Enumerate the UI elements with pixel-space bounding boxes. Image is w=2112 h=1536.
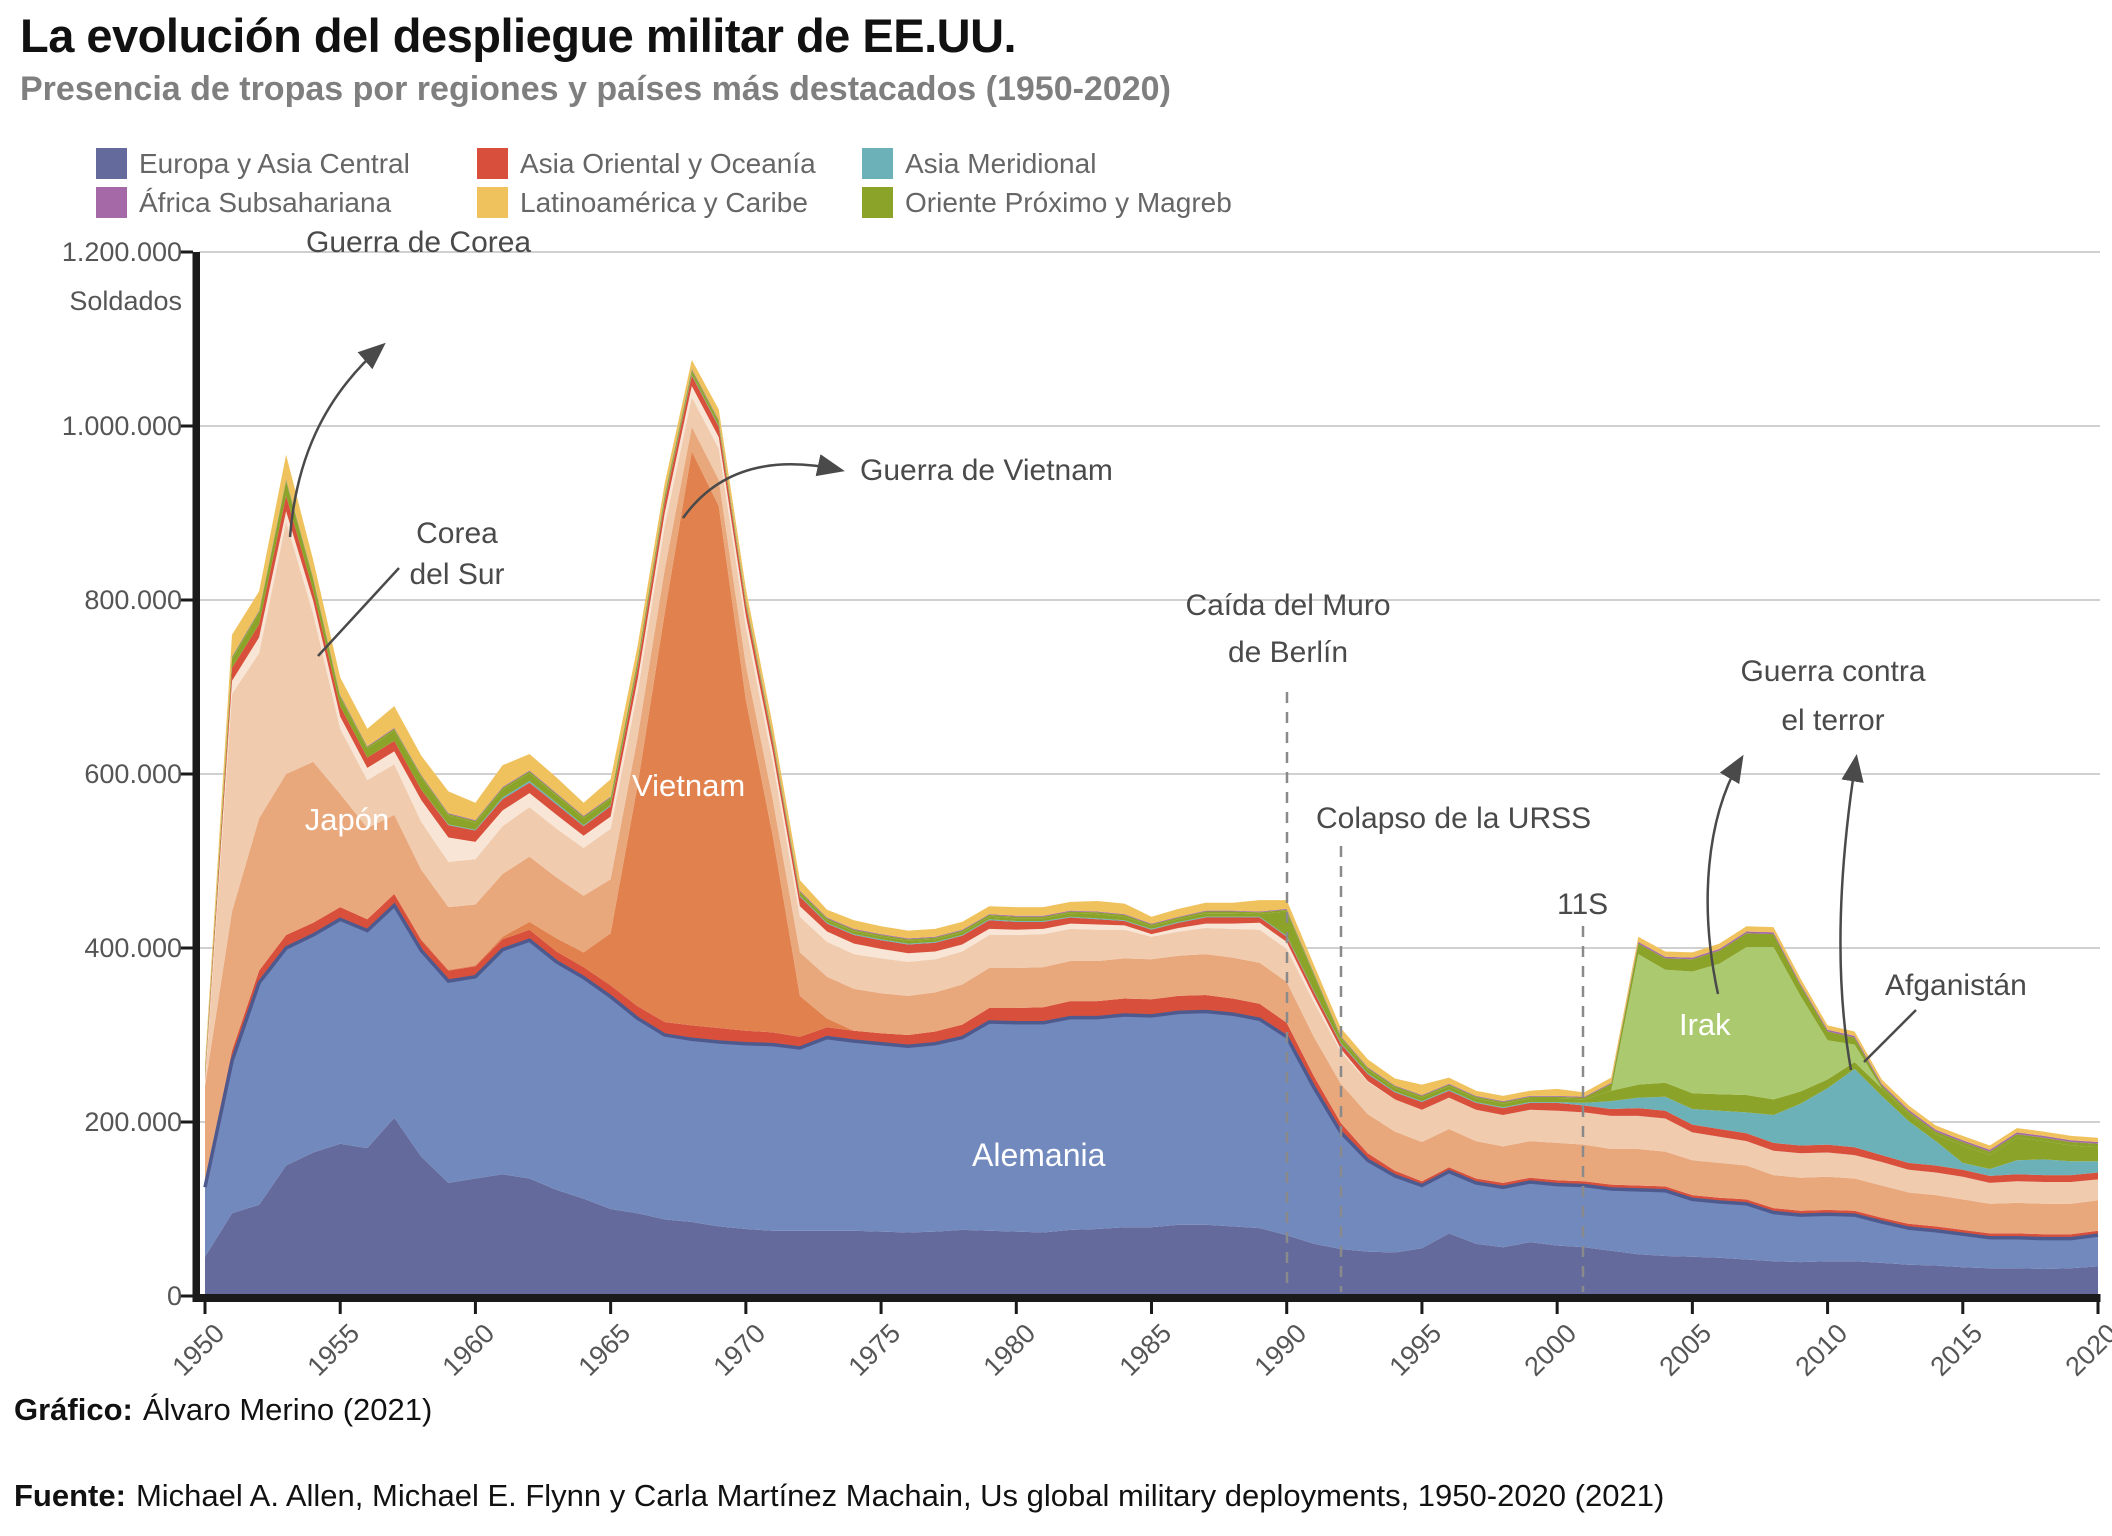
area-vietnam [205,451,2098,1235]
source-label: Fuente: [14,1478,126,1513]
annotation-berlin-wall: Caída del Muro de Berlín [1158,582,1418,676]
credit-label: Gráfico: [14,1392,133,1427]
annotation-berlin-line1: Caída del Muro [1185,589,1391,622]
annotation-war-on-terror: Guerra contra el terror [1703,647,1963,745]
x-tick [1826,1302,1830,1314]
y-tick [180,946,193,950]
page-title: La evolución del despliegue militar de E… [20,9,1017,62]
x-axis-line [192,1294,2101,1302]
y-tick [180,772,193,776]
label-japon: Japón [304,802,390,837]
pointer-south-korea [317,567,400,657]
area-europa_resto [205,1117,2098,1296]
annotation-berlin-line2: de Berlín [1227,636,1349,669]
legend-swatch [862,187,893,218]
x-tick [203,1302,207,1314]
y-tick-label: 600.000 [84,759,182,789]
x-tick [1285,1302,1289,1314]
annotation-south-korea: Corea del Sur [392,513,522,595]
label-vietnam: Vietnam [632,768,746,803]
annotation-south-korea-line1: Corea [416,517,498,550]
y-axis-unit-label: Soldados [69,286,182,316]
y-tick-label: 400.000 [84,933,182,963]
area-alemania [205,905,2098,1269]
credit-value: Álvaro Merino (2021) [142,1392,433,1427]
legend-swatch [96,187,127,218]
footer-source: Fuente: Michael A. Allen, Michael E. Flyn… [14,1478,1664,1514]
x-tick [744,1302,748,1314]
legend-label: África Subsahariana [139,187,392,218]
annotation-vietnam-war: Guerra de Vietnam [860,454,1113,487]
legend-label: Latinoamérica y Caribe [520,187,808,218]
y-tick [180,1120,193,1124]
x-tick [609,1302,613,1314]
arrow-korea-war [288,342,386,538]
x-tick [2096,1302,2100,1314]
x-tick [1690,1302,1694,1314]
x-tick [1014,1302,1018,1314]
arrow-vietnam-war [681,454,845,519]
pointer-afghanistan [1863,1009,1917,1063]
x-tick [1961,1302,1965,1314]
x-tick [473,1302,477,1314]
y-tick-label: 1.200.000 [61,237,182,267]
y-tick [180,424,193,428]
legend-swatch [477,187,508,218]
y-tick-label: 800.000 [84,585,182,615]
page-subtitle: Presencia de tropas por regiones y paíse… [20,70,1171,108]
legend-swatch [862,148,893,179]
annotation-nine-eleven: 11S [1557,888,1609,921]
legend: Europa y Asia Central Asia Oriental y Oce… [0,0,2112,240]
x-tick [879,1302,883,1314]
annotation-afghanistan: Afganistán [1885,969,2027,1002]
arrow-terror-irak [1706,754,1744,995]
annotation-south-korea-line2: del Sur [409,558,505,591]
source-value: Michael A. Allen, Michael E. Flynn y Car… [135,1478,1665,1513]
legend-label: Asia Meridional [905,148,1097,179]
x-tick [1420,1302,1424,1314]
arrow-terror-afghanistan [1839,754,1864,1071]
x-tick [338,1302,342,1314]
y-tick [180,598,193,602]
legend-label: Europa y Asia Central [139,148,410,179]
annotation-ussr-collapse: Colapso de la URSS [1316,802,1592,835]
legend-swatch [96,148,127,179]
y-tick-label: 200.000 [84,1107,182,1137]
y-axis-line [192,252,200,1302]
alemania-border [203,902,2099,1241]
legend-label: Oriente Próximo y Magreb [905,187,1232,218]
legend-label: Asia Oriental y Oceanía [520,148,816,179]
legend-swatch [477,148,508,179]
annotation-korea-war: Guerra de Corea [306,226,532,259]
y-tick-label: 1.000.000 [61,411,182,441]
x-tick [1150,1302,1154,1314]
y-tick [180,1294,193,1298]
y-tick-label: 0 [166,1281,182,1311]
x-tick [1555,1302,1559,1314]
label-irak: Irak [1679,1007,1731,1042]
y-tick [180,250,193,254]
annotation-terror-line1: Guerra contra [1740,655,1926,688]
annotation-terror-line2: el terror [1781,704,1885,737]
footer-credit: Gráfico: Álvaro Merino (2021) [14,1392,432,1428]
label-alemania: Alemania [972,1137,1106,1173]
